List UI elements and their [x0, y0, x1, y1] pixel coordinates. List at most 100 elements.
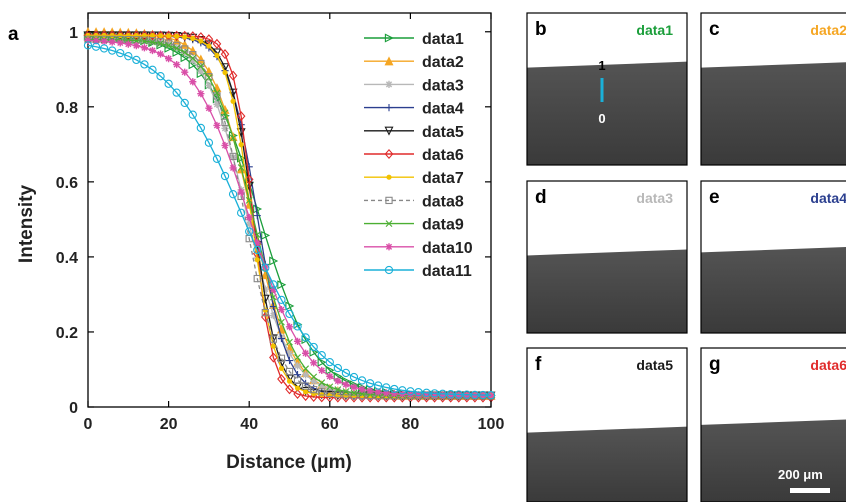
data-point — [303, 389, 309, 395]
data-point — [318, 388, 326, 396]
data-point — [220, 49, 230, 60]
image-frame — [526, 180, 688, 334]
data-point — [350, 383, 358, 391]
data-point — [244, 174, 254, 185]
data-point — [204, 34, 214, 45]
data-point — [148, 65, 157, 74]
data-point — [205, 104, 213, 112]
y-axis-label: Intensity — [16, 185, 37, 264]
data-point — [278, 365, 285, 372]
image-dark-region — [701, 62, 846, 165]
data-point — [132, 37, 140, 44]
data-point — [317, 357, 327, 367]
image-dark-region — [527, 61, 687, 165]
data-point — [326, 372, 334, 380]
data-point — [385, 80, 393, 88]
data-point — [206, 43, 212, 49]
data-point — [261, 230, 271, 240]
data-point — [253, 212, 261, 220]
data-point — [471, 392, 479, 400]
data-point — [148, 46, 157, 55]
data-point — [269, 352, 278, 363]
data-point — [205, 73, 213, 81]
data-point — [406, 387, 415, 396]
x-tick-label: 40 — [240, 416, 258, 433]
data-point — [254, 257, 260, 263]
data-point — [269, 335, 278, 343]
data-point — [92, 37, 100, 45]
data-point — [385, 243, 393, 251]
data-point — [342, 380, 350, 389]
data-point — [269, 256, 279, 266]
data-point — [237, 121, 245, 129]
data-point — [293, 337, 302, 345]
data-point — [157, 33, 164, 39]
data-point — [350, 391, 358, 399]
series-data11 — [83, 41, 496, 400]
data-point — [140, 60, 149, 69]
data-point — [116, 48, 125, 58]
legend-label: data1 — [422, 31, 464, 48]
scale-bar-line — [790, 488, 830, 493]
data-point — [318, 366, 326, 375]
legend-label: data6 — [422, 147, 464, 164]
data-point — [422, 391, 431, 399]
data-point — [165, 40, 173, 48]
x-axis-ticks: 0 20 40 60 80 100 — [84, 13, 504, 433]
colorbar: 10 — [598, 58, 605, 126]
legend-item-data2: data2 — [364, 54, 464, 71]
data-point — [285, 309, 294, 319]
data-point — [277, 280, 287, 290]
data-point — [156, 50, 165, 58]
data-point — [189, 78, 197, 86]
data-point — [91, 42, 101, 51]
data-point — [182, 34, 188, 40]
data-point — [385, 196, 393, 205]
colorbar-top-label: 1 — [598, 58, 605, 73]
data-point — [318, 379, 326, 387]
image-dark-region — [701, 246, 846, 333]
image-dark-region — [527, 249, 687, 333]
data-point — [116, 39, 124, 47]
data-point — [237, 188, 245, 196]
data-point — [164, 79, 173, 88]
image-panel-b: b data1 — [526, 12, 688, 166]
image-label: data5 — [636, 357, 673, 373]
data-point — [261, 285, 269, 293]
data-point — [85, 32, 91, 39]
y-tick-label: 0.8 — [56, 100, 78, 117]
data-point — [301, 333, 310, 342]
data-point — [124, 52, 133, 61]
data-point — [438, 389, 447, 398]
image-frame — [526, 347, 688, 502]
data-point — [463, 391, 471, 400]
data-point — [213, 121, 221, 130]
data-point — [277, 334, 286, 343]
data-point — [390, 390, 398, 398]
data-point — [325, 358, 334, 367]
data-point — [285, 349, 294, 358]
legend-item-data10: data10 — [364, 240, 473, 257]
data-point — [228, 70, 238, 81]
x-tick-label: 80 — [402, 416, 420, 433]
data-point — [132, 30, 141, 41]
data-point — [486, 391, 496, 400]
data-point — [172, 88, 181, 97]
data-point — [414, 391, 423, 399]
data-point — [302, 371, 310, 379]
data-point — [173, 60, 181, 69]
data-point — [189, 56, 197, 65]
data-point — [245, 227, 254, 236]
data-point — [358, 385, 366, 393]
data-point — [384, 56, 394, 66]
image-dark-region — [701, 419, 846, 502]
panel-letter-b: b — [535, 19, 547, 40]
data-point — [294, 353, 301, 361]
panel-letter-e: e — [709, 187, 720, 208]
data-point — [261, 308, 269, 317]
data-point — [213, 100, 221, 108]
data-point — [238, 142, 244, 148]
data-point — [422, 388, 431, 397]
data-point — [430, 389, 439, 398]
